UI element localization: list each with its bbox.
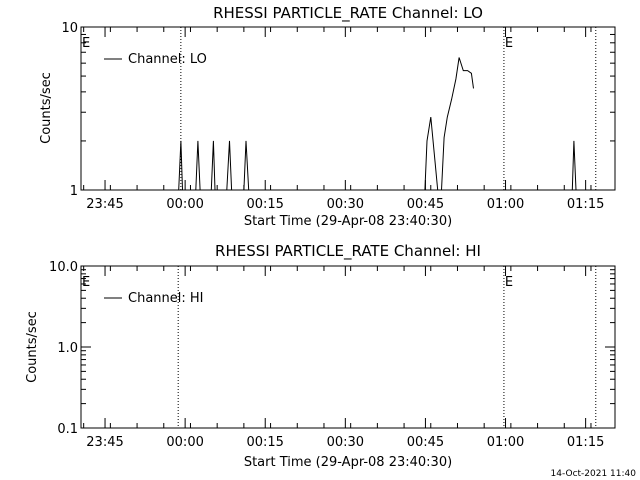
y-tick-label-hi: 1.0 [57, 341, 78, 356]
x-tick-label-hi: 01:00 [487, 435, 524, 450]
x-tick-label-hi: 23:45 [86, 435, 123, 450]
x-tick-label-lo: 01:00 [487, 197, 524, 212]
x-axis-label-lo: Start Time (29-Apr-08 23:40:30) [244, 214, 452, 229]
y-axis-label-lo: Counts/sec [39, 72, 54, 144]
chart-title-lo: RHESSI PARTICLE_RATE Channel: LO [213, 4, 483, 23]
x-tick-label-hi: 00:30 [327, 435, 364, 450]
y-tick-label-hi: 0.1 [57, 422, 78, 437]
x-axis-label-hi: Start Time (29-Apr-08 23:40:30) [244, 455, 452, 470]
x-tick-label-lo: 00:00 [166, 197, 203, 212]
y-tick-label-lo: 10 [61, 21, 78, 36]
event-mark-hi: E [505, 275, 513, 290]
x-tick-label-lo: 23:45 [86, 197, 123, 212]
timestamp-label: 14-Oct-2021 11:40 [551, 469, 637, 479]
x-tick-label-hi: 00:00 [166, 435, 203, 450]
x-tick-label-hi: 01:15 [567, 435, 604, 450]
series-line-lo [210, 140, 216, 191]
series-line-lo [226, 140, 233, 191]
legend-label-hi: Channel: HI [128, 291, 204, 306]
event-mark-hi: E [82, 275, 90, 290]
y-axis-label-hi: Counts/sec [25, 311, 40, 383]
event-mark-lo: E [82, 36, 90, 51]
x-tick-label-hi: 00:15 [246, 435, 283, 450]
x-tick-label-hi: 00:45 [407, 435, 444, 450]
series-line-lo [178, 140, 183, 191]
legend-label-lo: Channel: LO [128, 52, 207, 67]
series-line-lo [243, 140, 250, 191]
x-tick-label-lo: 00:30 [327, 197, 364, 212]
series-line-lo [195, 140, 201, 191]
chart-title-hi: RHESSI PARTICLE_RATE Channel: HI [215, 242, 481, 261]
plot-frame-lo [80, 26, 616, 191]
event-mark-lo: E [505, 36, 513, 51]
y-tick-label-lo: 1 [70, 184, 78, 199]
series-line-lo [571, 140, 577, 191]
x-tick-label-lo: 00:15 [246, 197, 283, 212]
x-tick-label-lo: 01:15 [567, 197, 604, 212]
y-tick-label-hi: 10.0 [49, 260, 78, 275]
series-line-lo [441, 57, 474, 191]
x-tick-label-lo: 00:45 [407, 197, 444, 212]
series-line-lo [424, 117, 439, 191]
